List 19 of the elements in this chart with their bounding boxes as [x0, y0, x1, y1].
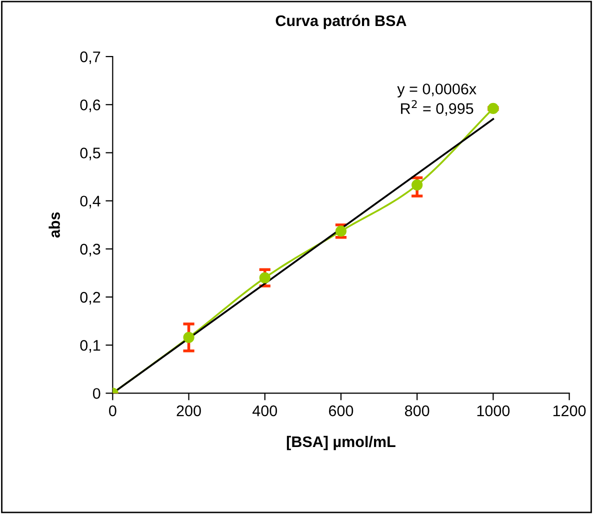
y-tick-label: 0,6 — [80, 100, 100, 112]
y-tick-label: 0,2 — [80, 292, 100, 305]
x-tick-label: 600 — [329, 405, 354, 416]
x-tick-label: 400 — [252, 405, 278, 416]
annotation: y = 0,0006x R$^{2}$ = 0,995 — [397, 84, 476, 116]
x-axis-title: [BSA] µmol/mL — [286, 436, 396, 450]
y-tick-label: 0,1 — [80, 340, 100, 353]
x-tick-label: 200 — [176, 405, 201, 416]
y-tick-label: 0,7 — [80, 51, 100, 64]
y-tick-label: 0,4 — [80, 196, 100, 208]
x-tick-label: 1000 — [477, 405, 510, 416]
chart-title: Curva patrón BSA — [276, 14, 406, 30]
y-tick-label: 0,3 — [80, 244, 100, 256]
x-tick-label: 800 — [404, 405, 430, 416]
y-tick-label: 0 — [92, 388, 100, 399]
x-tick-label: 1200 — [553, 405, 586, 416]
y-axis-title: abs — [48, 212, 60, 238]
x-tick-label: 0 — [109, 405, 116, 416]
y-tick-label: 0,5 — [80, 148, 100, 160]
